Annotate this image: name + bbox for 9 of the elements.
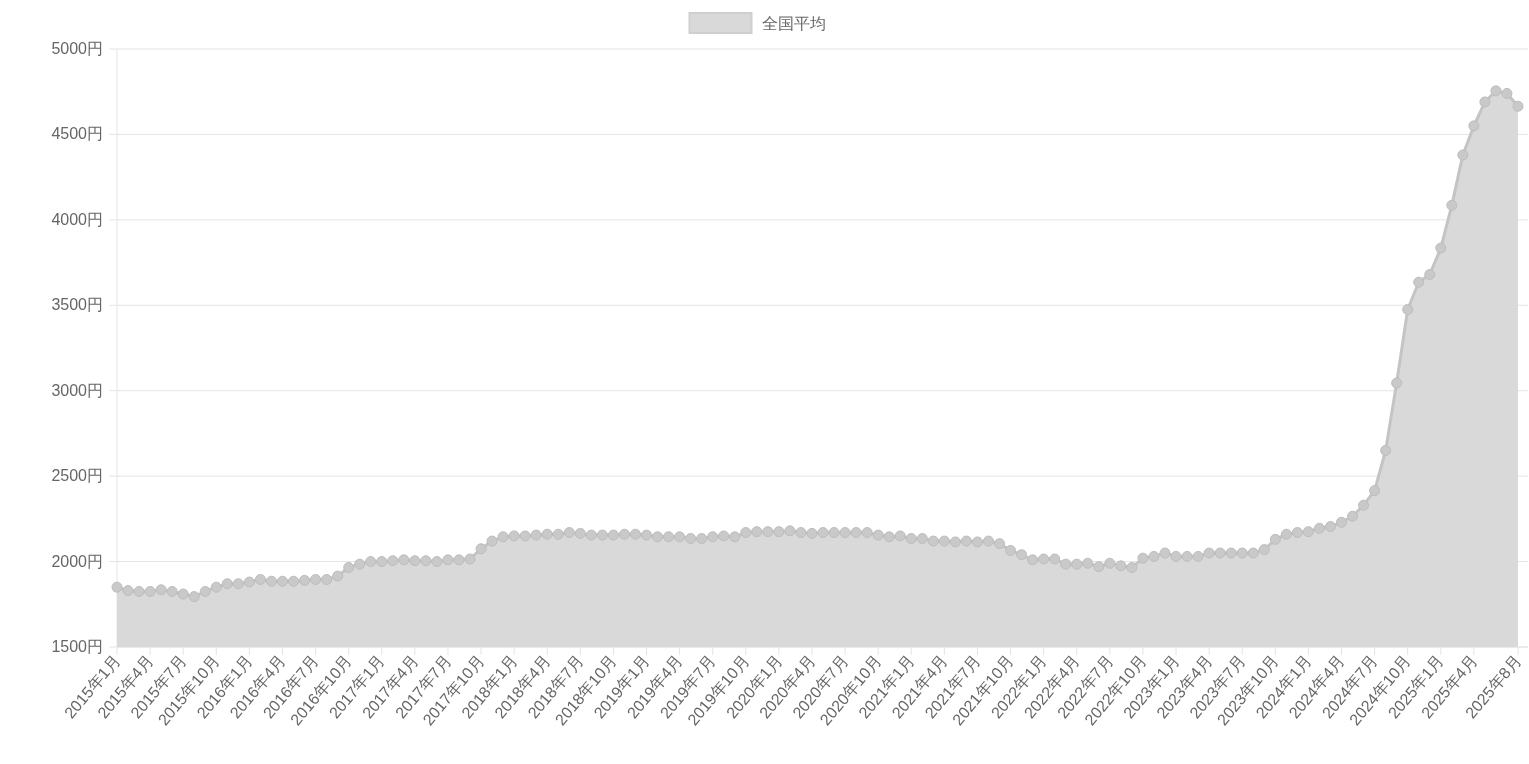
y-tick-label: 1500円	[51, 638, 103, 655]
y-tick-label: 5000円	[51, 40, 103, 57]
y-tick-label: 4000円	[51, 210, 103, 228]
y-tick-label: 3000円	[51, 381, 103, 399]
legend-label: 全国平均	[761, 15, 826, 32]
y-tick-label: 3500円	[51, 296, 103, 314]
y-tick-label: 4500円	[51, 125, 103, 143]
y-tick-label: 2000円	[51, 552, 103, 570]
y-tick-label: 2500円	[51, 467, 103, 485]
